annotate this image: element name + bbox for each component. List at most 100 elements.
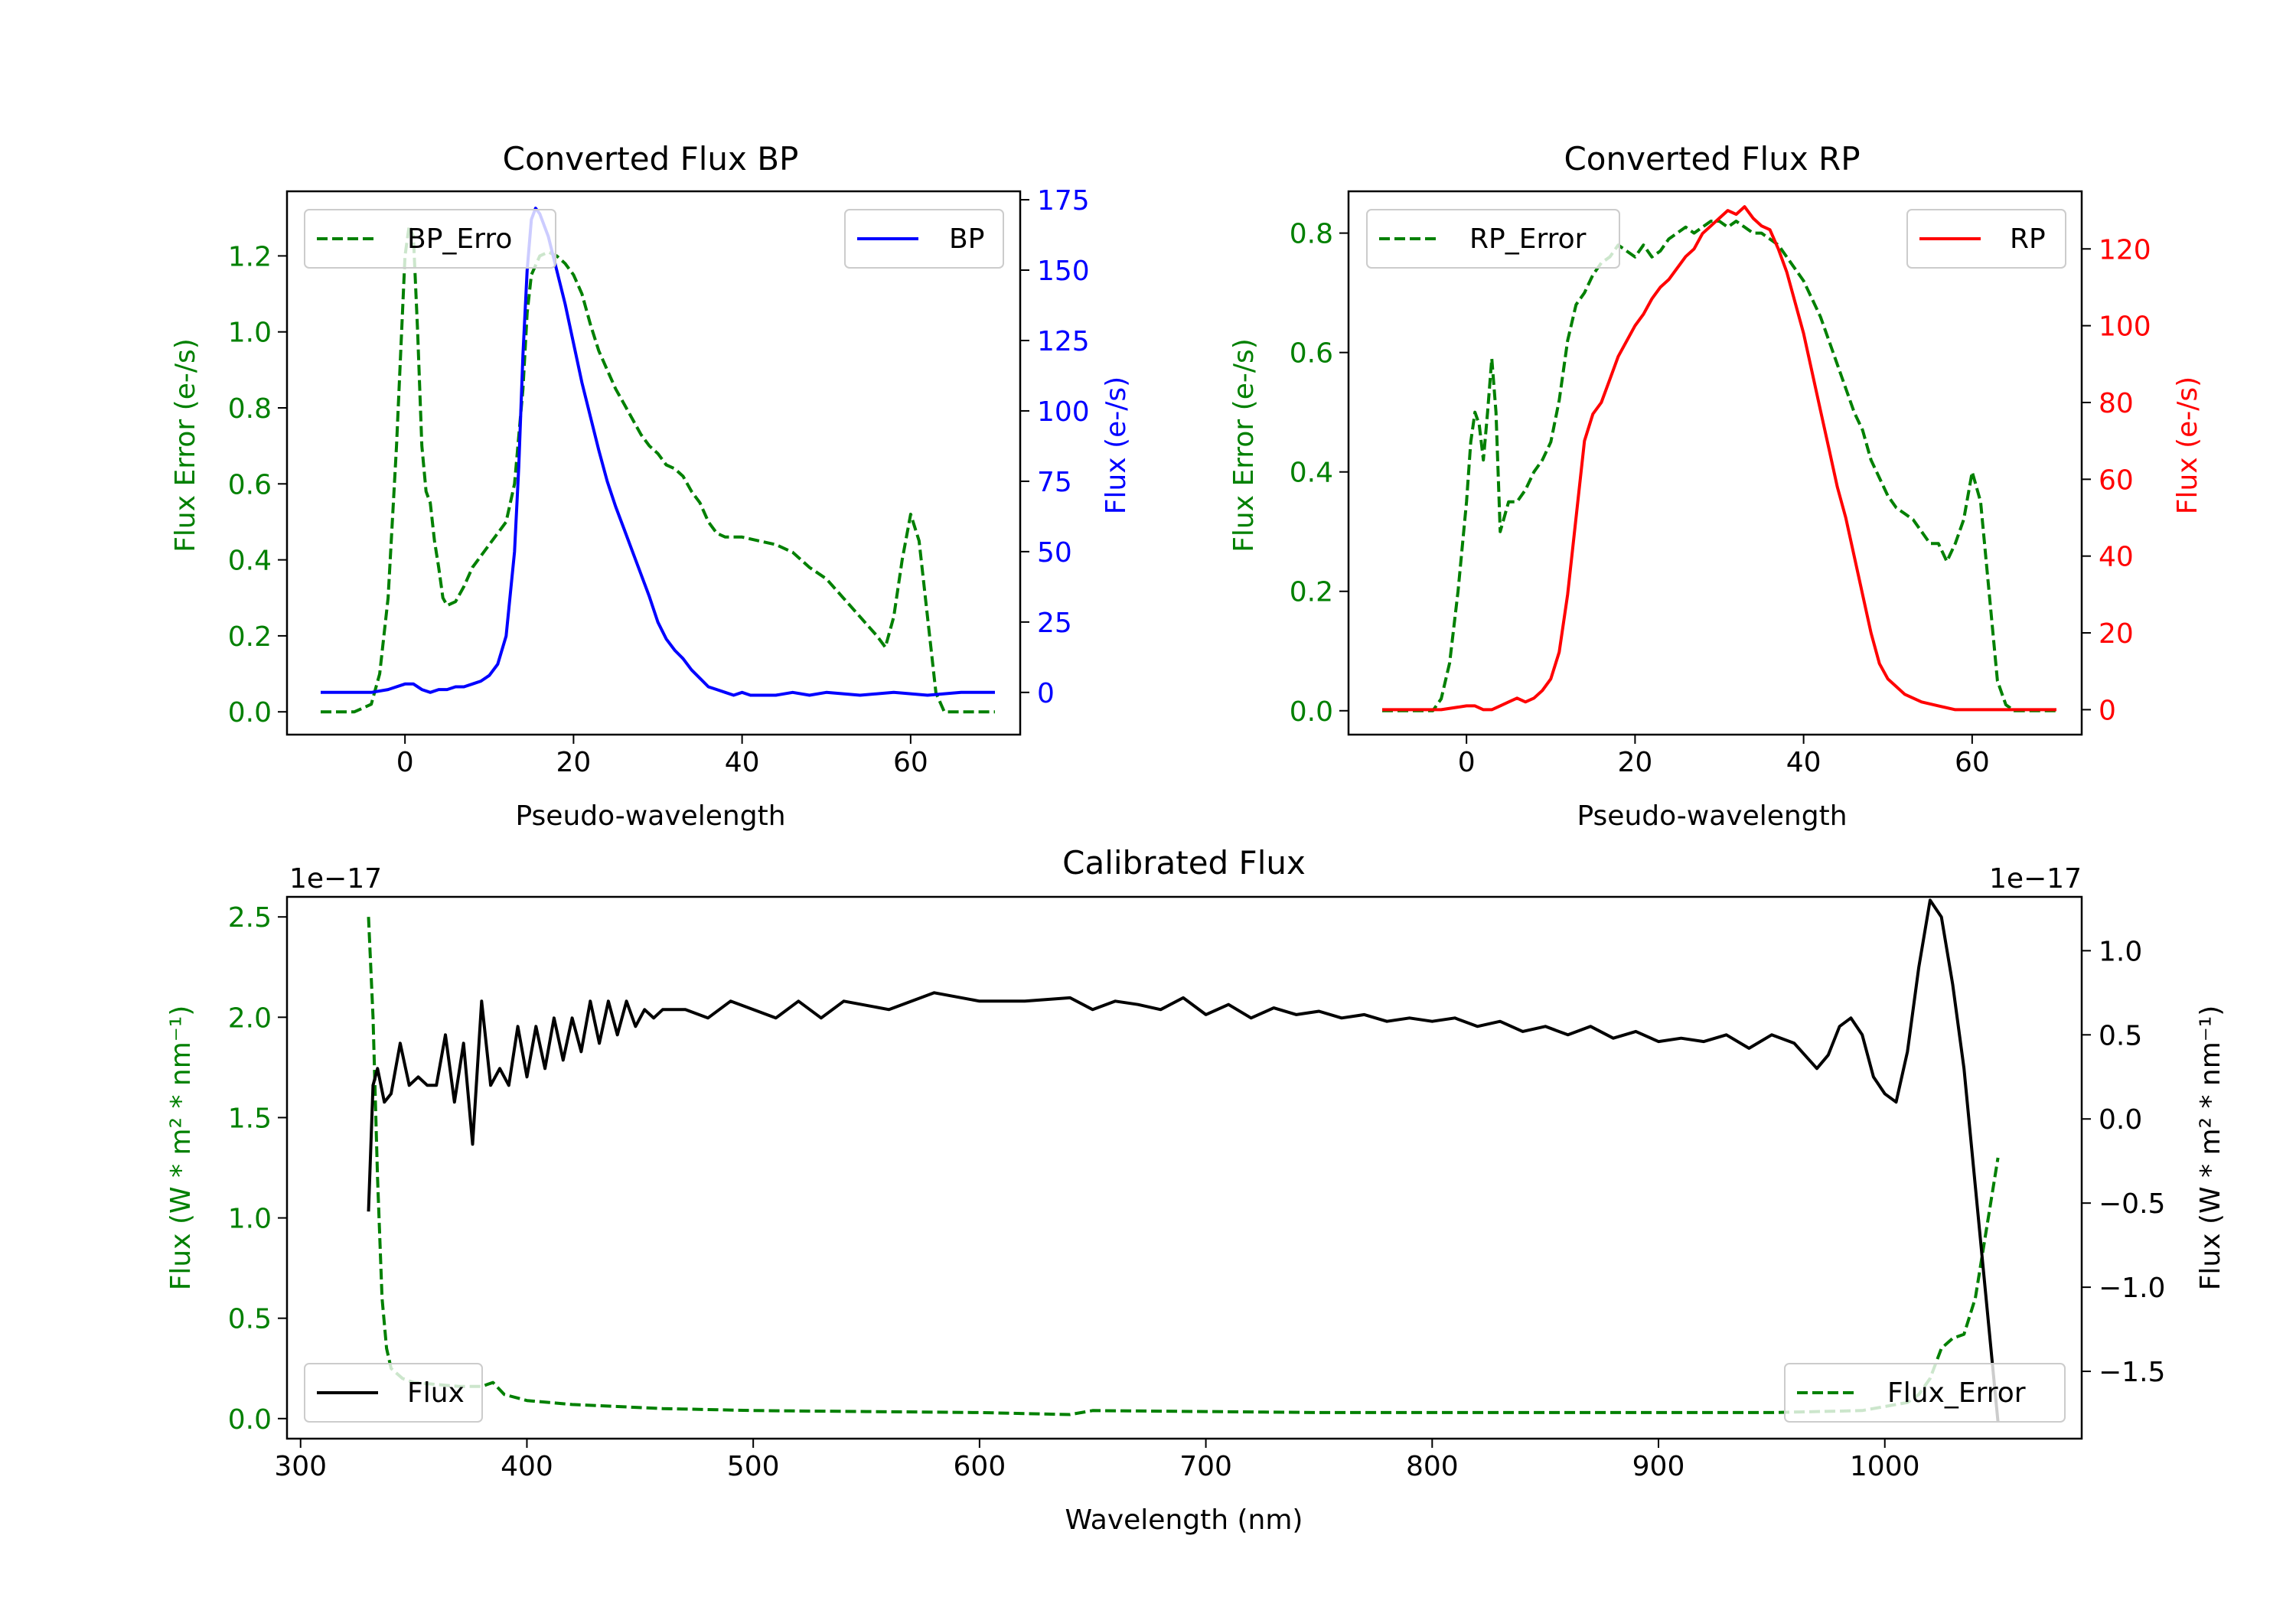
x-tick-label: 400: [501, 1451, 553, 1482]
series-flux-line: [367, 898, 2000, 1423]
legend-label-flux: Flux: [407, 1377, 465, 1409]
chart-calibrated: Calibrated Flux Wavelength (nm) 1e−17 1e…: [165, 844, 2226, 1536]
y-axis-right-label: Flux (e-/s): [2172, 376, 2203, 514]
y-right-tick-label: 20: [2099, 618, 2134, 650]
y-left-tick-label: 0.4: [1290, 458, 1333, 489]
x-tick-label: 600: [954, 1451, 1006, 1482]
y-right-tick-label: 175: [1037, 185, 1090, 217]
y-left-tick-label: 0.2: [1290, 577, 1333, 608]
y-left-tick-label: 0.8: [1290, 219, 1333, 250]
chart-title: Converted Flux RP: [1564, 140, 1860, 178]
x-axis-label: Wavelength (nm): [1065, 1504, 1303, 1536]
series-bp-error-line: [321, 223, 995, 714]
y-left-tick-label: 0.0: [228, 1404, 272, 1436]
y-right-tick-label: 100: [2099, 311, 2151, 343]
chart-title: Converted Flux BP: [503, 140, 799, 178]
x-tick-label: 40: [725, 747, 760, 778]
x-tick-label: 900: [1632, 1451, 1685, 1482]
legend-label-error: Flux_Error: [1887, 1377, 2026, 1409]
x-tick-label: 1000: [1850, 1451, 1920, 1482]
y-right-tick-label: −1.5: [2099, 1357, 2165, 1388]
y-axis-left-label: Flux Error (e-/s): [170, 338, 201, 553]
chart-bp: Converted Flux BP Pseudo-wavelength Flux…: [170, 140, 1132, 832]
y-right-tick-label: 40: [2099, 542, 2134, 573]
legend-box: [304, 1363, 483, 1423]
legend-box: [304, 209, 556, 269]
y-right-tick-label: 50: [1037, 537, 1072, 569]
x-tick-label: 500: [727, 1451, 780, 1482]
series-rp-line: [1382, 205, 2056, 712]
x-tick-label: 300: [274, 1451, 327, 1482]
tick-layer: 0 20 40 60 0.0 0.2 0.4 0.6 0.8 0 20 40 60 80 100 120: [1290, 219, 2151, 778]
x-tick-label: 0: [396, 747, 414, 778]
x-tick-label: 60: [893, 747, 928, 778]
y-left-tick-label: 0.0: [1290, 696, 1333, 728]
y-left-tick-label: 1.0: [228, 318, 272, 349]
y-right-tick-label: 1.0: [2099, 936, 2142, 967]
y-left-tick-label: 0.6: [1290, 338, 1333, 370]
y-offset-right: 1e−17: [1989, 863, 2082, 895]
plot-area: [321, 207, 995, 714]
axes-frame: [285, 895, 2083, 1440]
y-axis-left-label: Flux Error (e-/s): [1228, 338, 1260, 553]
legend-right: RP: [1906, 209, 2066, 269]
y-right-tick-label: 120: [2099, 234, 2151, 266]
legend-left: RP_Error: [1366, 209, 1620, 269]
y-left-tick-label: 0.2: [228, 621, 272, 653]
y-right-tick-label: 0.0: [2099, 1104, 2142, 1136]
y-left-tick-label: 0.4: [228, 546, 272, 577]
axes-frame: [1347, 190, 2083, 736]
legend-right: Flux_Error: [1784, 1363, 2066, 1423]
y-right-tick-label: 80: [2099, 388, 2134, 419]
x-tick-label: 0: [1458, 747, 1476, 778]
y-right-tick-label: 150: [1037, 256, 1090, 287]
y-left-tick-label: 2.5: [228, 902, 272, 934]
chart-rp: Converted Flux RP Pseudo-wavelength Flux…: [1228, 140, 2203, 832]
x-tick-label: 800: [1406, 1451, 1459, 1482]
x-axis-label: Pseudo-wavelength: [1577, 800, 1847, 832]
y-left-tick-label: 1.0: [228, 1204, 272, 1235]
chart-title: Calibrated Flux: [1062, 844, 1306, 882]
y-left-tick-label: 0.6: [228, 469, 272, 500]
series-bp-line: [321, 207, 995, 697]
plot-area: [1382, 205, 2056, 712]
tick-layer: 300 400 500 600 700 800 900 1000 0.0 0.5 1.0 1.5 2.0…: [228, 902, 2166, 1482]
y-left-tick-label: 1.5: [228, 1103, 272, 1134]
legend-box: [844, 209, 1004, 269]
axes-frame: [285, 190, 1022, 736]
y-axis-right-label: Flux (W * m² * nm⁻¹): [2195, 1006, 2226, 1291]
y-right-tick-label: 60: [2099, 464, 2134, 496]
y-right-tick-label: 25: [1037, 608, 1072, 639]
y-right-tick-label: 0.5: [2099, 1020, 2142, 1051]
y-right-tick-label: 125: [1037, 326, 1090, 357]
y-left-tick-label: 2.0: [228, 1002, 272, 1034]
legend-left: Flux: [304, 1363, 483, 1423]
legend-left: BP_Erro: [304, 209, 556, 269]
legend-box: [1906, 209, 2066, 269]
legend-label-bp: BP: [949, 223, 984, 255]
legend-label-error: RP_Error: [1469, 223, 1587, 255]
series-rp-error-line: [1382, 220, 2056, 712]
y-left-tick-label: 0.0: [228, 697, 272, 729]
legend-box: [1784, 1363, 2066, 1423]
y-left-tick-label: 1.2: [228, 241, 272, 272]
y-right-tick-label: 75: [1037, 467, 1072, 498]
x-axis-label: Pseudo-wavelength: [515, 800, 785, 832]
y-right-tick-label: 0: [2099, 695, 2116, 726]
legend-right: BP: [844, 209, 1004, 269]
y-right-tick-label: 100: [1037, 396, 1090, 428]
y-left-tick-label: 0.5: [228, 1304, 272, 1335]
x-tick-label: 700: [1179, 1451, 1232, 1482]
y-right-tick-label: −0.5: [2099, 1188, 2165, 1220]
x-tick-label: 60: [1955, 747, 1990, 778]
tick-layer: 0 20 40 60 0.0 0.2 0.4 0.6 0.8 1.0 1.2 0 25 50 75 100 12…: [228, 185, 1090, 778]
y-offset-left: 1e−17: [289, 863, 382, 895]
x-tick-label: 20: [1617, 747, 1652, 778]
x-tick-label: 40: [1786, 747, 1821, 778]
y-left-tick-label: 0.8: [228, 393, 272, 425]
y-axis-left-label: Flux (W * m² * nm⁻¹): [165, 1006, 197, 1291]
x-tick-label: 20: [556, 747, 591, 778]
y-right-tick-label: 0: [1037, 678, 1055, 709]
y-right-tick-label: −1.0: [2099, 1273, 2165, 1304]
